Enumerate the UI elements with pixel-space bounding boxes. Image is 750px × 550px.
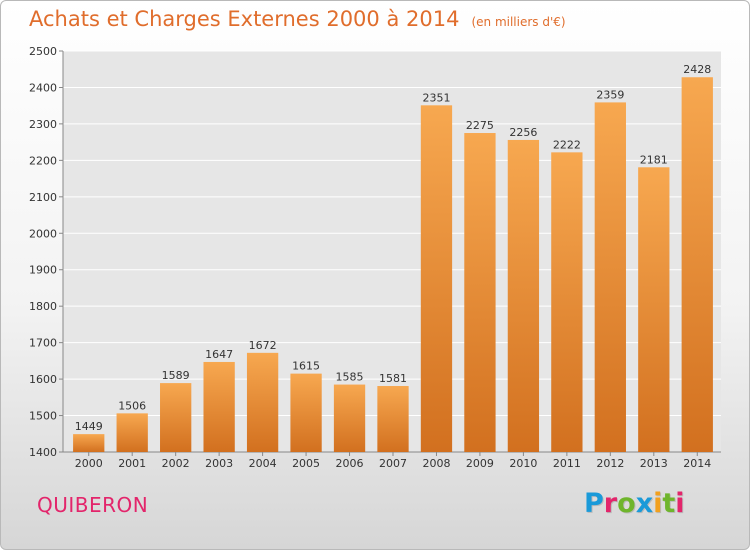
bar [73, 434, 105, 452]
data-label: 1585 [336, 371, 364, 384]
data-label: 1506 [118, 399, 146, 412]
data-label: 1615 [292, 360, 320, 373]
bar [290, 373, 322, 452]
x-tick-label: 2012 [596, 457, 624, 470]
city-name: QUIBERON [37, 493, 149, 517]
bar [116, 413, 148, 452]
bar [333, 384, 366, 452]
y-tick-label: 1700 [29, 337, 57, 350]
x-tick-label: 2004 [249, 457, 277, 470]
data-label: 1589 [162, 369, 190, 382]
x-tick-label: 2008 [422, 457, 450, 470]
x-tick-label: 2013 [640, 457, 668, 470]
x-tick-label: 2010 [509, 457, 537, 470]
data-label: 2359 [596, 88, 624, 101]
y-tick-label: 2400 [29, 81, 57, 94]
data-label: 2181 [640, 153, 668, 166]
x-tick-label: 2006 [336, 457, 364, 470]
brand-letter: P [584, 488, 604, 519]
data-label: 2256 [509, 126, 537, 139]
y-tick-label: 2100 [29, 191, 57, 204]
y-tick-label: 2200 [29, 154, 57, 167]
x-tick-label: 2002 [162, 457, 190, 470]
y-tick-label: 1500 [29, 410, 57, 423]
data-label: 2351 [422, 91, 450, 104]
bar [246, 352, 279, 452]
brand-letter: t [662, 488, 676, 519]
x-tick-label: 2014 [683, 457, 711, 470]
x-tick-label: 2011 [553, 457, 581, 470]
y-tick-label: 2500 [29, 45, 57, 58]
brand-letter: i [675, 488, 685, 519]
data-label: 2222 [553, 138, 581, 151]
bar [681, 77, 713, 452]
y-tick-label: 1400 [29, 446, 57, 459]
data-label: 1449 [75, 420, 103, 433]
chart-subtitle: (en milliers d'€) [471, 15, 566, 29]
bar [638, 167, 670, 453]
data-label: 1581 [379, 372, 407, 385]
y-tick-label: 2300 [29, 118, 57, 131]
x-tick-label: 2000 [75, 457, 103, 470]
y-tick-label: 1800 [29, 300, 57, 313]
bar [160, 383, 192, 452]
x-tick-label: 2009 [466, 457, 494, 470]
bar [507, 139, 540, 452]
y-tick-label: 2000 [29, 227, 57, 240]
data-label: 1647 [205, 348, 233, 361]
brand-letter: r [603, 488, 618, 519]
chart-title: Achats et Charges Externes 2000 à 2014 [29, 7, 460, 31]
bar [420, 105, 453, 453]
data-label: 2275 [466, 119, 494, 132]
brand-letter: o [617, 488, 636, 519]
x-tick-label: 2005 [292, 457, 320, 470]
brand-letter: x [635, 488, 654, 519]
brand-letter: i [653, 488, 663, 519]
title-row: Achats et Charges Externes 2000 à 2014 (… [29, 7, 566, 37]
y-tick-label: 1900 [29, 264, 57, 277]
x-tick-label: 2001 [118, 457, 146, 470]
bar [594, 102, 626, 452]
bar [203, 361, 235, 452]
bar [377, 386, 409, 452]
data-label: 2428 [683, 63, 711, 76]
x-tick-label: 2003 [205, 457, 233, 470]
y-tick-label: 1600 [29, 373, 57, 386]
x-tick-label: 2007 [379, 457, 407, 470]
bar [464, 133, 496, 453]
bar [551, 152, 583, 453]
data-label: 1672 [249, 339, 277, 352]
